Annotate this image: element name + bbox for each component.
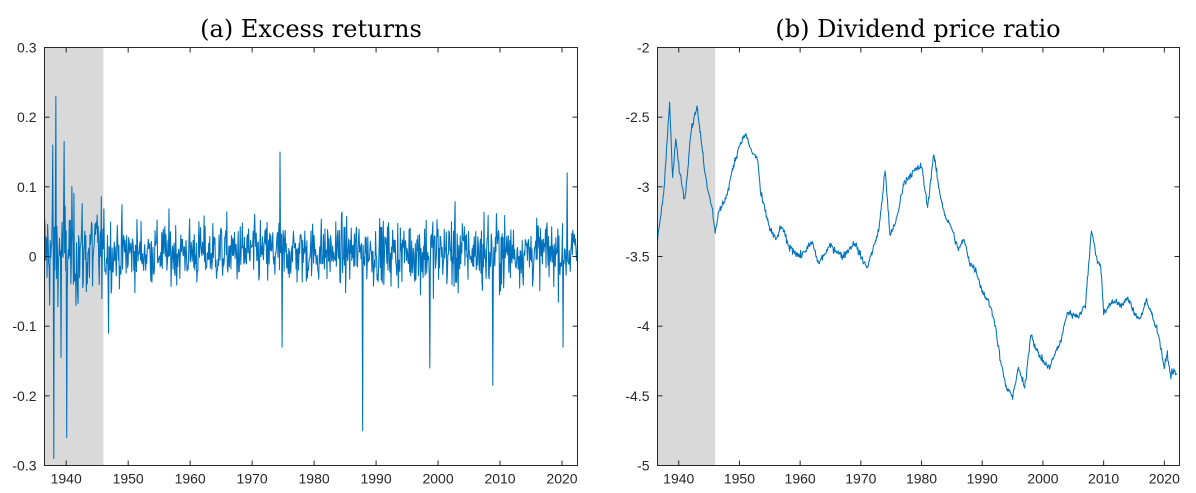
panel-a-xtick-label: 2010 (484, 471, 515, 487)
panel-a-xtick-label: 1980 (299, 471, 330, 487)
panel-b-ytick-label: -5 (637, 458, 650, 474)
panel-a-ytick-label: 0.3 (17, 40, 37, 56)
panel-b-series-line (656, 101, 1177, 400)
panel-b-xtick-label: 1990 (967, 471, 998, 487)
panel-a-ticks: 1940 1950 1960 1970 1980 1990 2000 2010 2020 -0.3… (12, 40, 577, 487)
panel-b: (b) Dividend price ratio 1940 1950 1960 197… (625, 15, 1180, 487)
panel-b-ytick-label: -4.5 (625, 388, 649, 404)
panel-b-xtick-label: 1950 (724, 471, 755, 487)
panel-a-ytick-label: -0.1 (12, 318, 36, 334)
panel-a: (a) Excess returns 1940 1950 1960 1970 1980 1… (12, 15, 579, 487)
panel-b-xtick-label: 1980 (906, 471, 937, 487)
panel-a-xtick-label: 2000 (422, 471, 453, 487)
panel-b-ytick-label: -4 (637, 318, 650, 334)
panel-a-xtick-label: 1940 (51, 471, 82, 487)
panel-b-xtick-label: 2020 (1149, 471, 1180, 487)
panel-b-shaded-region (657, 47, 716, 466)
panel-a-series-layer (43, 95, 579, 460)
panel-a-ytick-label: -0.3 (12, 458, 36, 474)
panel-b-xtick-label: 2010 (1088, 471, 1119, 487)
panel-a-xtick-label: 1960 (175, 471, 206, 487)
panel-b-ytick-label: -2.5 (625, 109, 649, 125)
panel-a-xtick-label: 1970 (237, 471, 268, 487)
panel-b-xtick-label: 1970 (845, 471, 876, 487)
panel-a-xtick-label: 1950 (113, 471, 144, 487)
panel-a-ytick-label: 0.1 (17, 179, 37, 195)
panel-a-title: (a) Excess returns (200, 15, 422, 43)
panel-b-xtick-label: 2000 (1027, 471, 1058, 487)
panel-b-title: (b) Dividend price ratio (775, 15, 1060, 43)
panel-b-ticks: 1940 1950 1960 1970 1980 1990 2000 2010 2020 -5 -4… (625, 40, 1180, 487)
panel-a-ytick-label: 0 (29, 249, 37, 265)
panel-a-ytick-label: 0.2 (17, 109, 37, 125)
panel-b-shade-layer (657, 47, 716, 466)
panel-a-xtick-label: 1990 (360, 471, 391, 487)
panel-b-xtick-label: 1960 (785, 471, 816, 487)
panel-a-ytick-label: -0.2 (12, 388, 36, 404)
panel-b-ytick-label: -3.5 (625, 249, 649, 265)
panel-b-axes-box (657, 47, 1180, 466)
panel-b-xtick-label: 1940 (663, 471, 694, 487)
panel-a-series-line (43, 95, 579, 460)
panel-b-series-layer (656, 101, 1177, 400)
panel-a-xtick-label: 2020 (546, 471, 577, 487)
panel-b-ytick-label: -3 (637, 179, 650, 195)
panel-b-ytick-label: -2 (637, 40, 650, 56)
